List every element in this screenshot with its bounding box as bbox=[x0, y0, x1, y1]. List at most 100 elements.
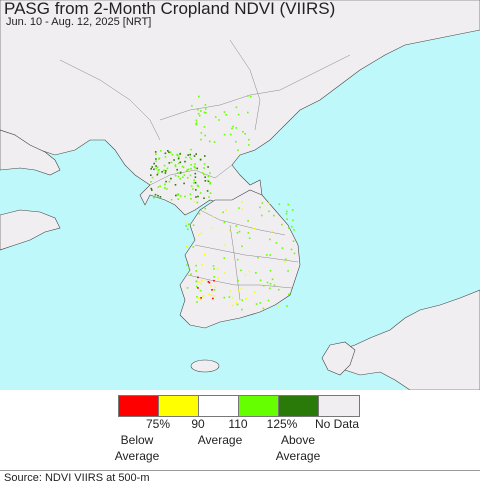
ndvi-pixel bbox=[210, 227, 213, 229]
ndvi-pixel bbox=[286, 305, 288, 307]
ndvi-pixel bbox=[198, 212, 201, 215]
ndvi-pixel bbox=[200, 297, 202, 299]
ndvi-pixel bbox=[165, 170, 167, 172]
ndvi-pixel bbox=[195, 122, 198, 124]
ndvi-pixel bbox=[155, 160, 157, 163]
ndvi-pixel bbox=[235, 127, 238, 129]
ndvi-pixel bbox=[253, 228, 256, 230]
ndvi-pixel bbox=[212, 265, 215, 267]
ndvi-pixel bbox=[255, 272, 257, 274]
ndvi-pixel bbox=[217, 277, 219, 280]
ndvi-pixel bbox=[157, 194, 159, 197]
ndvi-pixel bbox=[267, 299, 270, 302]
ndvi-pixel bbox=[189, 193, 192, 196]
ndvi-pixel bbox=[235, 140, 237, 143]
ndvi-pixel bbox=[151, 176, 154, 179]
ndvi-pixel bbox=[176, 168, 178, 171]
ndvi-pixel bbox=[151, 166, 153, 168]
legend-swatch-yellow bbox=[159, 396, 199, 416]
ndvi-pixel bbox=[170, 198, 173, 201]
ndvi-pixel bbox=[179, 153, 181, 155]
ndvi-pixel bbox=[281, 223, 283, 226]
ndvi-pixel bbox=[190, 198, 192, 200]
ndvi-pixel bbox=[229, 133, 232, 136]
ndvi-pixel bbox=[293, 252, 296, 255]
ndvi-pixel bbox=[155, 158, 157, 160]
ndvi-pixel bbox=[200, 110, 202, 112]
ndvi-pixel bbox=[184, 160, 186, 163]
ndvi-pixel bbox=[157, 169, 159, 172]
ndvi-pixel bbox=[238, 207, 240, 209]
province-borders bbox=[59, 39, 351, 301]
ndvi-pixel bbox=[245, 297, 247, 300]
ndvi-pixel bbox=[197, 281, 200, 283]
ndvi-pixel bbox=[223, 257, 226, 259]
ndvi-pixel bbox=[209, 192, 212, 194]
ndvi-pixel bbox=[174, 164, 177, 166]
ndvi-pixel bbox=[284, 261, 286, 263]
ndvi-pixel bbox=[286, 210, 288, 213]
ndvi-pixel bbox=[195, 264, 197, 267]
ndvi-pixel bbox=[255, 303, 258, 305]
ndvi-pixel bbox=[247, 220, 249, 222]
ndvi-pixel bbox=[291, 225, 293, 228]
ndvi-pixel bbox=[196, 201, 199, 204]
ndvi-pixel bbox=[237, 290, 240, 292]
ndvi-pixel bbox=[161, 171, 163, 173]
legend-swatch-nodata bbox=[319, 396, 359, 416]
ndvi-pixel bbox=[210, 285, 212, 287]
ndvi-pixel bbox=[189, 174, 192, 177]
ndvi-pixel bbox=[197, 108, 199, 111]
ndvi-pixel bbox=[185, 245, 188, 248]
ndvi-pixel bbox=[203, 111, 206, 114]
ndvi-pixel bbox=[200, 282, 202, 285]
ndvi-pixel bbox=[154, 151, 157, 153]
legend-above-average: Above Average bbox=[275, 433, 321, 463]
ndvi-pixel bbox=[150, 187, 153, 190]
ndvi-pixel bbox=[194, 172, 197, 175]
ndvi-pixel bbox=[205, 112, 207, 114]
ndvi-pixel bbox=[199, 192, 202, 194]
ndvi-pixel bbox=[192, 224, 195, 226]
ndvi-pixel bbox=[177, 175, 180, 178]
ndvi-pixel bbox=[175, 194, 177, 197]
ndvi-pixel bbox=[154, 196, 157, 198]
ndvi-pixel bbox=[254, 291, 256, 293]
ndvi-pixel bbox=[269, 283, 272, 285]
ndvi-pixel bbox=[287, 270, 289, 272]
legend: 75% 90 110 125% No Data Below Average Av… bbox=[0, 390, 480, 470]
ndvi-pixel bbox=[165, 180, 167, 183]
ndvi-pixel bbox=[228, 296, 231, 298]
ndvi-pixel bbox=[203, 126, 206, 128]
ndvi-pixel bbox=[236, 258, 239, 261]
ndvi-pixel bbox=[174, 184, 177, 186]
map-title: PASG from 2-Month Cropland NDVI (VIIRS) bbox=[4, 0, 336, 18]
ndvi-pixel bbox=[237, 149, 239, 152]
ndvi-pixel bbox=[167, 150, 169, 152]
ndvi-pixel bbox=[182, 166, 185, 169]
ndvi-pixel bbox=[249, 95, 252, 98]
ndvi-pixel bbox=[173, 159, 175, 161]
ndvi-pixel bbox=[228, 229, 231, 232]
ndvi-pixel bbox=[204, 176, 206, 178]
ndvi-pixel bbox=[151, 189, 153, 191]
ndvi-pixel bbox=[259, 302, 262, 304]
ndvi-pixel bbox=[179, 171, 182, 173]
ndvi-pixel bbox=[177, 193, 180, 195]
ndvi-pixel bbox=[204, 278, 206, 281]
ndvi-pixel bbox=[200, 232, 202, 235]
ndvi-pixel bbox=[235, 225, 238, 227]
ndvi-pixel bbox=[206, 190, 209, 192]
ndvi-pixel bbox=[231, 296, 234, 299]
ndvi-pixel bbox=[204, 134, 206, 137]
ndvi-pixel bbox=[204, 207, 207, 210]
ndvi-pixel bbox=[189, 153, 191, 156]
ndvi-pixel bbox=[169, 151, 172, 153]
ndvi-pixel bbox=[198, 114, 201, 117]
ndvi-pixel bbox=[195, 119, 198, 122]
ndvi-pixel bbox=[195, 280, 198, 283]
ndvi-pixel bbox=[188, 267, 190, 269]
legend-swatch-red bbox=[119, 396, 159, 416]
ndvi-pixel bbox=[190, 158, 193, 160]
ndvi-pixel bbox=[150, 174, 152, 176]
